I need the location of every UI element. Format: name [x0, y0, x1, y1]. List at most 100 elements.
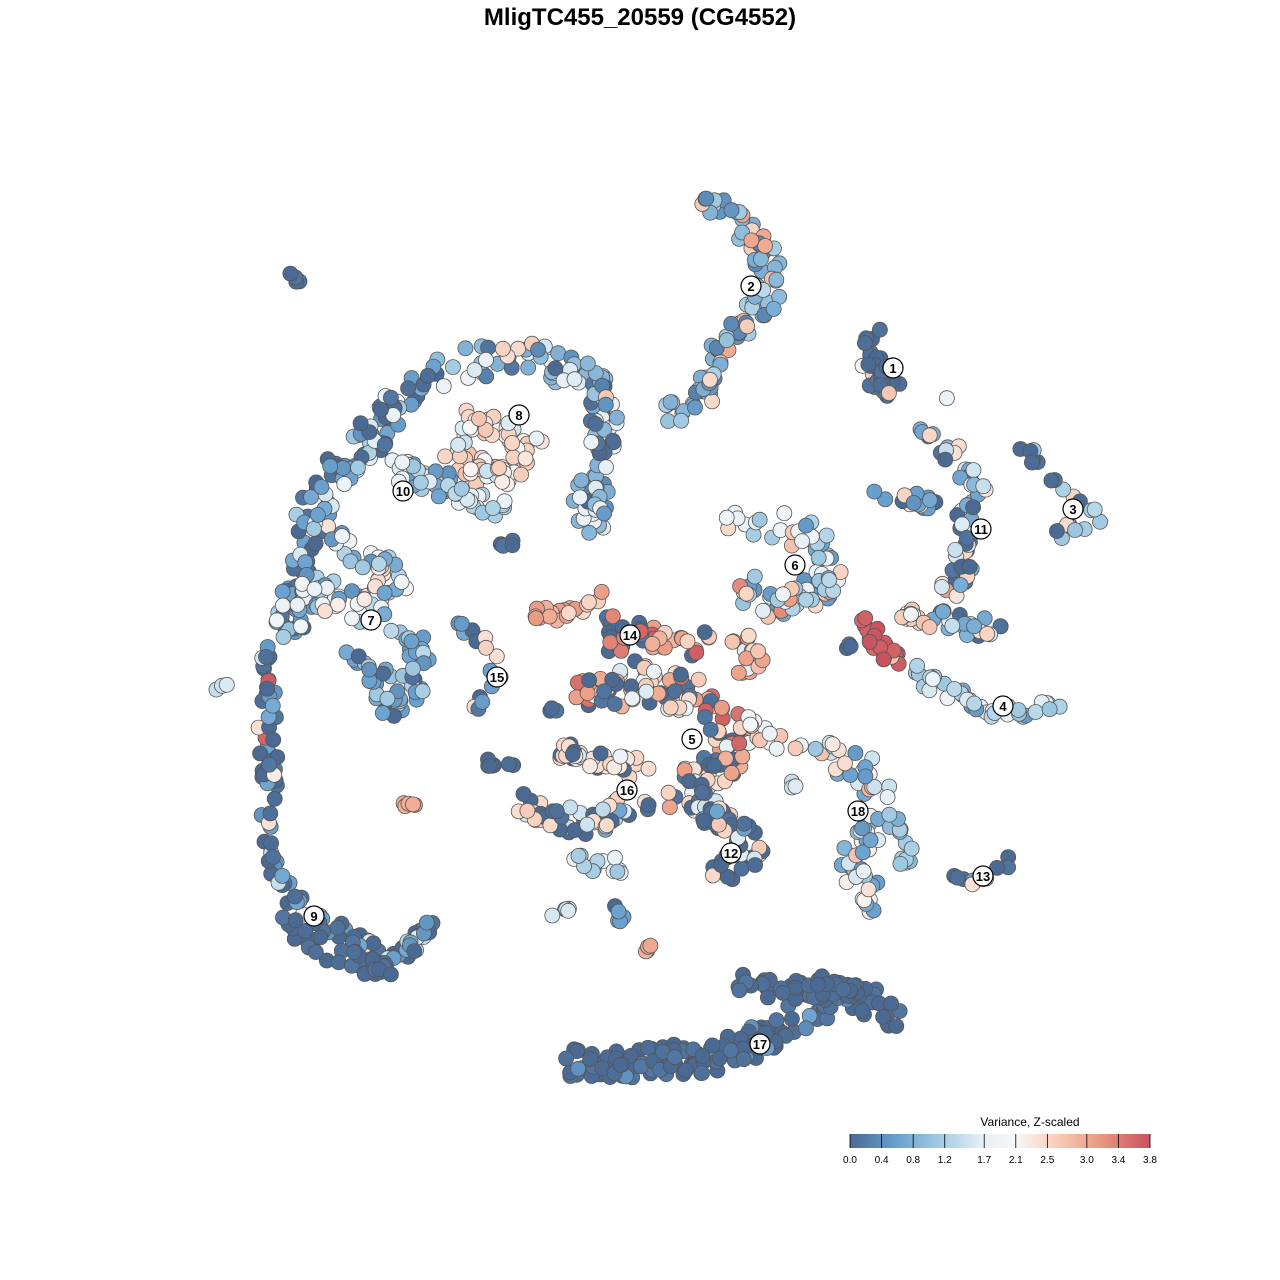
data-point	[478, 639, 494, 656]
data-point	[798, 517, 814, 534]
data-point	[376, 436, 393, 453]
data-point	[768, 740, 785, 757]
data-point	[330, 954, 347, 971]
cluster-marker	[847, 800, 869, 822]
data-point	[1067, 522, 1083, 538]
data-point	[946, 681, 963, 697]
cluster-number: 11	[974, 522, 988, 537]
data-point	[751, 511, 768, 528]
data-point	[640, 1039, 656, 1056]
data-point	[292, 618, 309, 635]
data-point	[481, 758, 498, 774]
cluster-marker	[303, 905, 325, 927]
data-point	[605, 434, 622, 451]
data-point	[430, 488, 447, 505]
data-point	[959, 529, 975, 546]
data-point	[312, 929, 329, 946]
data-point	[513, 466, 529, 483]
data-point	[939, 390, 955, 407]
data-point	[966, 695, 982, 712]
data-point	[457, 340, 474, 357]
data-point	[595, 801, 611, 818]
data-point	[624, 690, 641, 707]
data-point	[903, 840, 920, 857]
cluster-number: 17	[753, 1037, 767, 1052]
data-point	[528, 430, 545, 447]
data-point	[866, 483, 883, 500]
data-point	[718, 509, 735, 526]
cluster-marker	[972, 865, 994, 887]
data-point	[344, 610, 361, 627]
data-point	[746, 568, 763, 585]
data-point	[760, 989, 776, 1006]
data-point	[265, 849, 282, 865]
data-point	[937, 451, 954, 468]
data-point	[520, 359, 537, 376]
data-point	[909, 657, 925, 674]
data-point	[724, 633, 741, 650]
cluster-label-18: 18	[847, 800, 869, 822]
cluster-marker	[360, 609, 382, 631]
legend-title: Variance, Z-scaled	[980, 1115, 1079, 1129]
data-point	[218, 676, 235, 693]
data-point	[450, 436, 467, 453]
data-point	[609, 409, 625, 426]
data-point	[263, 835, 280, 852]
data-point	[702, 371, 718, 388]
data-point	[787, 740, 804, 757]
data-point	[711, 1050, 728, 1067]
data-point	[738, 650, 755, 667]
data-point	[694, 1065, 710, 1081]
data-point	[356, 591, 373, 608]
data-point	[612, 748, 629, 765]
data-point	[504, 537, 521, 554]
data-point	[747, 857, 763, 873]
data-point	[258, 649, 274, 665]
cluster-number: 12	[724, 846, 738, 861]
legend-tick-label: 3.0	[1080, 1155, 1094, 1166]
data-point	[604, 608, 621, 625]
data-point	[952, 577, 969, 593]
cluster-label-16: 16	[616, 779, 638, 801]
cluster-marker	[392, 480, 414, 502]
data-point	[596, 505, 612, 522]
data-point	[494, 340, 511, 357]
data-point	[666, 1049, 683, 1065]
data-point	[661, 799, 678, 816]
data-point	[705, 867, 721, 884]
data-point	[742, 716, 759, 733]
data-point	[775, 586, 791, 603]
data-point	[371, 556, 387, 572]
data-point	[583, 434, 600, 451]
data-point	[382, 966, 399, 983]
data-point	[376, 585, 393, 601]
data-point	[484, 500, 501, 517]
data-point	[679, 633, 696, 650]
data-point	[471, 410, 487, 427]
data-point	[612, 1057, 629, 1073]
data-point	[265, 731, 282, 748]
data-point	[677, 1062, 694, 1079]
data-point	[706, 758, 723, 774]
data-point	[696, 624, 713, 640]
data-point	[573, 472, 590, 489]
data-point	[881, 806, 898, 823]
data-point	[317, 603, 333, 619]
data-point	[688, 644, 705, 661]
data-point	[734, 748, 751, 765]
cluster-label-7: 7	[360, 609, 382, 631]
cluster-number: 18	[851, 804, 865, 819]
data-point	[453, 480, 470, 497]
data-point	[854, 844, 871, 861]
data-point	[352, 415, 369, 432]
data-point	[877, 491, 894, 508]
data-point	[598, 817, 615, 834]
data-point	[787, 778, 804, 795]
data-point	[306, 581, 323, 597]
data-point	[862, 832, 879, 849]
data-point	[755, 602, 771, 619]
data-point	[1086, 501, 1103, 518]
data-point	[379, 690, 396, 707]
